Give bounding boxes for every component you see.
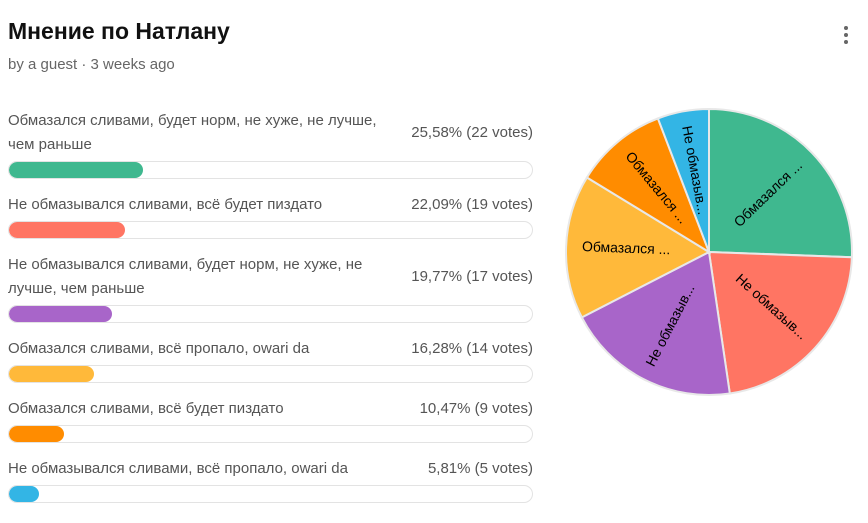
progress-bar [8, 305, 533, 323]
progress-bar [8, 221, 533, 239]
progress-fill [9, 486, 40, 502]
option-label: Не обмазывался сливами, будет норм, не х… [8, 256, 363, 297]
pie-slice[interactable] [708, 107, 853, 259]
option-label: Не обмазывался сливами, всё пропало, owa… [8, 460, 348, 477]
option-label: Не обмазывался сливами, всё будет пиздат… [8, 196, 323, 213]
progress-bar [8, 425, 533, 443]
pie-chart: Обмазался ...Не обмазыв...Не обмазыв...О… [565, 107, 853, 396]
option-label: Обмазался сливами, будет норм, не хуже, … [8, 112, 377, 153]
pie-slice[interactable] [656, 107, 710, 253]
progress-fill [9, 426, 64, 442]
progress-bar [8, 161, 533, 179]
poll-title: Мнение по Натлану [8, 18, 230, 44]
option-percent: 16,28% (14 votes) [411, 340, 533, 357]
progress-fill [9, 162, 143, 178]
pie-slice[interactable] [707, 250, 853, 395]
progress-fill [9, 366, 95, 382]
kebab-menu-icon[interactable] [838, 24, 854, 46]
option-percent: 25,58% (22 votes) [411, 124, 533, 141]
pie-slice[interactable] [580, 250, 731, 396]
poll-option[interactable]: Не обмазывался сливами, будет норм, не х… [8, 253, 533, 323]
option-percent: 22,09% (19 votes) [411, 196, 533, 213]
option-percent: 19,77% (17 votes) [411, 268, 533, 285]
poll-option[interactable]: Не обмазывался сливами, всё будет пиздат… [8, 193, 533, 239]
progress-fill [9, 222, 125, 238]
poll-option[interactable]: Не обмазывался сливами, всё пропало, owa… [8, 457, 533, 503]
progress-fill [9, 306, 113, 322]
pie-slice-label: Обмазался ... [582, 238, 671, 257]
progress-bar [8, 365, 533, 383]
poll-option[interactable]: Обмазался сливами, всё будет пиздато 10,4… [8, 397, 533, 443]
poll-options: Обмазался сливами, будет норм, не хуже, … [8, 109, 533, 503]
option-label: Обмазался сливами, всё пропало, owari da [8, 340, 310, 357]
option-label: Обмазался сливами, всё будет пиздато [8, 400, 284, 417]
poll-option[interactable]: Обмазался сливами, всё пропало, owari da… [8, 337, 533, 383]
poll-option[interactable]: Обмазался сливами, будет норм, не хуже, … [8, 109, 533, 179]
pie-slice[interactable] [565, 176, 712, 319]
pie-slice[interactable] [585, 117, 711, 255]
option-percent: 5,81% (5 votes) [427, 460, 533, 477]
progress-bar [8, 485, 533, 503]
poll-subtitle: by a guest · 3 weeks ago [8, 56, 175, 73]
option-percent: 10,47% (9 votes) [419, 400, 533, 417]
